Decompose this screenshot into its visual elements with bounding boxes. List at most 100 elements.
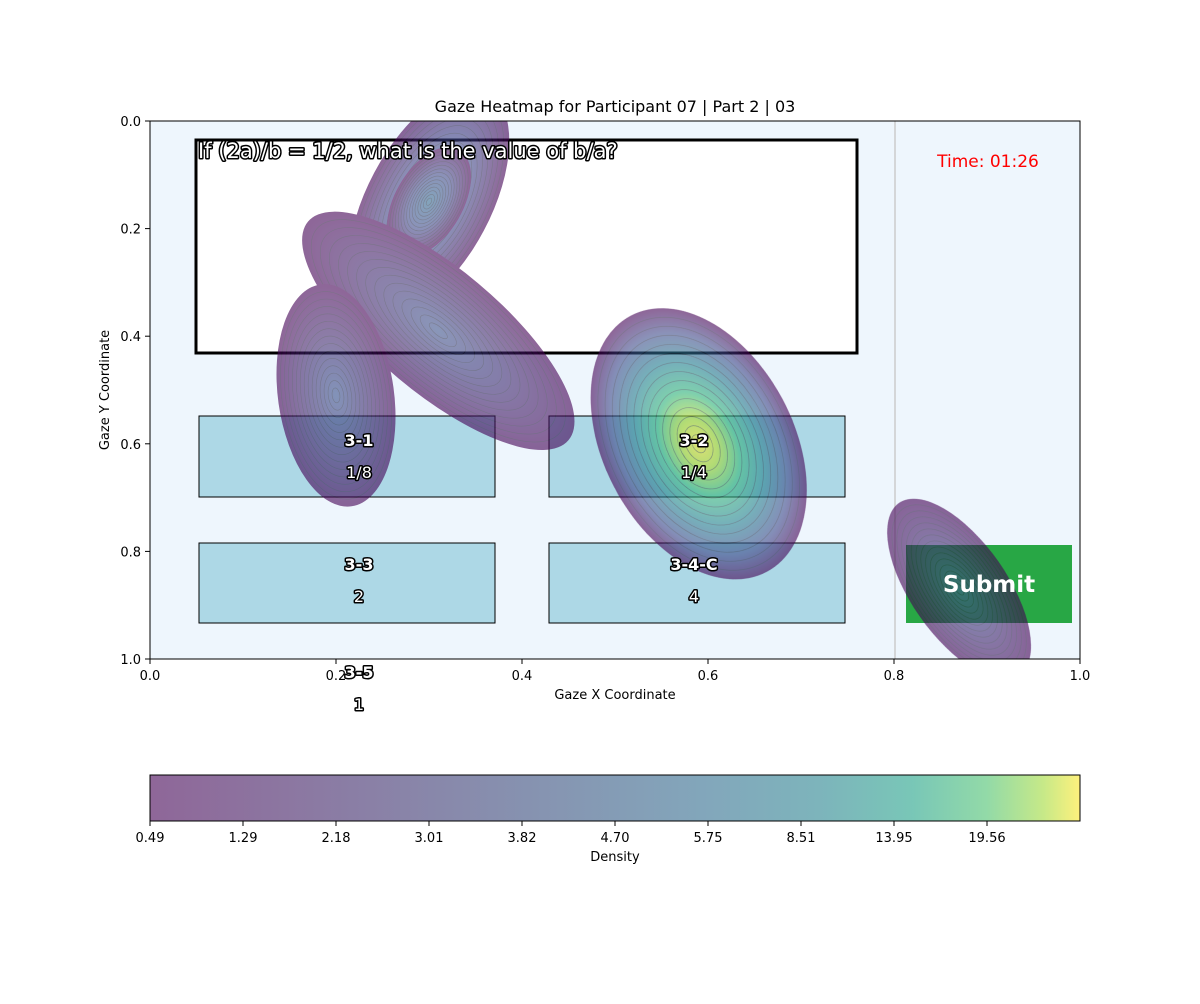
contour-line <box>331 387 341 404</box>
density-blob <box>386 147 472 257</box>
density-blob <box>887 498 1032 659</box>
contour-line <box>414 183 444 221</box>
contour-line <box>347 251 530 411</box>
contour-line <box>915 534 1003 644</box>
contour-line <box>939 564 979 614</box>
contour-line <box>425 197 433 206</box>
colorbar-tick-label: 19.56 <box>968 831 1005 846</box>
contour-line <box>910 528 1008 650</box>
contour-line <box>925 546 993 632</box>
answer-id-3-5: 3-5 <box>345 663 374 682</box>
contour-line <box>647 380 750 508</box>
answer-value-3-4-C: 4 <box>689 587 699 606</box>
colorbar-tick-label: 13.95 <box>875 831 912 846</box>
contour-line <box>597 316 800 571</box>
density-blob <box>590 308 807 580</box>
contour-line <box>655 389 743 499</box>
contour-line <box>901 516 1017 659</box>
contour-line <box>611 335 786 553</box>
colorbar: 0.49 1.29 2.18 3.01 3.82 4.70 5.75 8.51 13.95 19.… <box>136 774 1081 865</box>
answer-id-3-1: 3-1 <box>345 431 374 450</box>
contour-line <box>954 582 965 596</box>
contour-line <box>691 434 707 454</box>
contour-line <box>365 266 512 395</box>
contour-line <box>934 558 984 620</box>
contour-line <box>626 353 772 535</box>
y-tick-label: 1.0 <box>120 653 141 668</box>
contour-line <box>633 362 764 526</box>
answer-value-3-2: 1/4 <box>681 463 707 482</box>
contour-line <box>891 504 1027 659</box>
contour-line <box>374 274 503 387</box>
contour-line <box>284 298 388 493</box>
contour-line <box>403 168 455 235</box>
density-layer <box>276 121 1032 659</box>
answer-id-3-4-C: 3-4-C <box>670 555 717 574</box>
density-region <box>590 308 807 580</box>
contour-line <box>949 576 969 602</box>
contour-line <box>619 344 779 544</box>
contour-line <box>417 186 441 217</box>
contour-line <box>319 365 353 426</box>
contour-line <box>411 179 447 224</box>
y-tick-label: 0.6 <box>120 438 141 453</box>
x-tick-label: 1.0 <box>1070 669 1091 684</box>
contour-line <box>406 172 452 232</box>
contour-line <box>327 380 345 411</box>
axes-frame <box>149 120 1081 660</box>
answer-id-3-2: 3-2 <box>680 431 709 450</box>
contour-line <box>676 416 721 472</box>
contour-line <box>310 219 566 443</box>
colorbar-gradient <box>150 775 1080 821</box>
x-tick-label: 0.8 <box>884 669 905 684</box>
answer-value-3-3: 2 <box>354 587 364 606</box>
contour-line <box>315 358 357 433</box>
x-tick-label: 0.0 <box>140 669 161 684</box>
colorbar-tick-label: 3.82 <box>508 831 537 846</box>
contour-line <box>383 282 494 379</box>
contour-line <box>669 407 728 481</box>
colorbar-tick-label: 8.51 <box>787 831 816 846</box>
contour-line <box>662 398 736 490</box>
answer-box-3-3[interactable] <box>198 542 496 624</box>
colorbar-tick-label: 2.18 <box>322 831 351 846</box>
density-blob <box>302 211 575 450</box>
colorbar-tick-label: 0.49 <box>136 831 165 846</box>
contour-line <box>640 371 757 517</box>
submit-label: Submit <box>943 572 1035 598</box>
contour-line <box>428 322 448 340</box>
contour-line <box>420 190 438 213</box>
contour-line <box>401 298 475 363</box>
contour-line <box>323 372 349 418</box>
answer-value-3-5: 1 <box>354 695 364 714</box>
y-axis-label: Gaze Y Coordinate <box>98 330 113 450</box>
colorbar-tick-label: 3.01 <box>415 831 444 846</box>
x-axis-label: Gaze X Coordinate <box>554 688 675 703</box>
contour-line <box>906 522 1013 656</box>
contour-line <box>683 425 714 463</box>
colorbar-ticks: 0.49 1.29 2.18 3.01 3.82 4.70 5.75 8.51 13.95 19.… <box>136 821 1006 846</box>
answer-labels: 3-1 1/8 3-2 1/4 3-3 2 3-4-C 4 3-5 1 <box>343 430 719 716</box>
chart-title: Gaze Heatmap for Participant 07 | Part 2… <box>435 97 796 116</box>
colorbar-label: Density <box>590 850 640 865</box>
contour-line <box>303 335 369 455</box>
contour-line <box>280 291 392 500</box>
density-region <box>887 498 1032 659</box>
y-tick-label: 0.2 <box>120 223 141 238</box>
colorbar-tick-label: 1.29 <box>229 831 258 846</box>
density-region <box>386 147 472 257</box>
contour-line <box>288 306 384 485</box>
contour-line <box>423 194 435 210</box>
contour-line <box>292 313 380 478</box>
timer-text: Time: 01:26 <box>936 152 1039 172</box>
contour-line <box>319 227 557 435</box>
contour-line <box>338 243 539 419</box>
contour-line <box>410 306 466 355</box>
y-tick-label: 0.0 <box>120 115 141 130</box>
contour-line <box>896 510 1022 659</box>
y-tick-label: 0.4 <box>120 330 141 345</box>
contour-line <box>356 259 521 403</box>
density-blob <box>276 284 396 507</box>
